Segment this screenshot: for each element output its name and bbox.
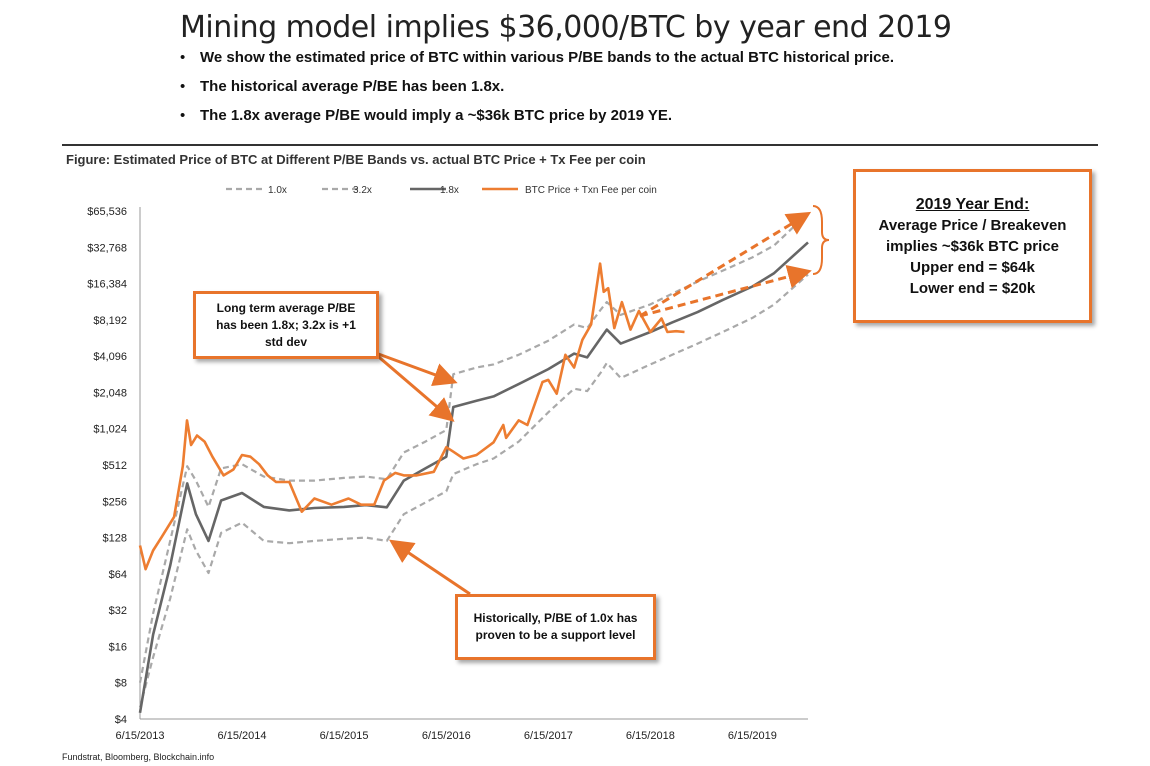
callout-year-end: 2019 Year End: Average Price / Breakeven… — [853, 169, 1092, 323]
callout-support-level: Historically, P/BE of 1.0x has proven to… — [455, 594, 656, 660]
series-line-1-0x — [138, 273, 809, 708]
x-tick-label: 6/15/2014 — [218, 730, 267, 742]
arrow-lower-end — [639, 265, 812, 318]
x-tick-label: 6/15/2018 — [626, 730, 675, 742]
chart-axes: $4 $8 $16 $32 $64 $128 $256 $512 $1,024 $2,048 $4,… — [87, 206, 808, 742]
arrow-to-upper-band — [372, 350, 458, 387]
y-tick-label: $65,536 — [87, 206, 127, 218]
bullet-item: The 1.8x average P/BE would imply a ~$36… — [180, 106, 894, 135]
y-tick-label: $4 — [115, 714, 127, 726]
legend-label: 1.0x — [268, 185, 287, 196]
arrow-upper-end — [639, 211, 812, 318]
y-tick-label: $16 — [109, 641, 127, 653]
y-tick-label: $256 — [103, 496, 127, 508]
range-brace — [812, 205, 830, 275]
series-line-3-2x — [138, 212, 809, 683]
x-tick-label: 6/15/2019 — [728, 730, 777, 742]
x-tick-label: 6/15/2017 — [524, 730, 573, 742]
y-tick-label: $32 — [109, 605, 127, 617]
arrow-to-average-band — [372, 350, 455, 422]
legend-label: 1.8x — [440, 185, 459, 196]
legend-label: 3.2x — [353, 185, 372, 196]
callout-line: Long term average P/BE — [216, 300, 356, 315]
y-tick-label: $4,096 — [93, 351, 127, 363]
y-tick-label: $8 — [115, 678, 127, 690]
divider — [62, 144, 1098, 146]
legend-label: BTC Price + Txn Fee per coin — [525, 185, 657, 196]
chart-legend: 1.0x 3.2x 1.8x BTC Price + Txn Fee per coin — [226, 185, 657, 196]
callout-average-pbe: Long term average P/BE has been 1.8x; 3.… — [193, 291, 379, 359]
figure-caption: Figure: Estimated Price of BTC at Differ… — [66, 152, 646, 167]
page-title: Mining model implies $36,000/BTC by year… — [180, 10, 952, 45]
bullet-item: We show the estimated price of BTC withi… — [180, 48, 894, 77]
x-tick-label: 6/15/2015 — [320, 730, 369, 742]
arrow-to-support-band — [389, 539, 471, 596]
x-tick-label: 6/15/2016 — [422, 730, 471, 742]
series-line-btc-price-txn-fee-per-coin — [138, 262, 685, 571]
y-tick-label: $16,384 — [87, 279, 127, 291]
series-line-1-8x — [138, 241, 809, 714]
callout-line: has been 1.8x; 3.2x is +1 — [216, 317, 356, 332]
annotation-arrows — [372, 205, 830, 596]
bullet-list: We show the estimated price of BTC withi… — [180, 48, 894, 135]
callout-line: Lower end = $20k — [909, 279, 1036, 297]
y-tick-label: $32,768 — [87, 242, 127, 254]
y-tick-label: $1,024 — [93, 424, 127, 436]
callout-heading: 2019 Year End: — [915, 195, 1030, 213]
y-tick-label: $8,192 — [93, 315, 127, 327]
callout-line: Upper end = $64k — [910, 258, 1035, 276]
chart-series — [138, 212, 809, 714]
callout-line: implies ~$36k BTC price — [886, 237, 1059, 255]
y-tick-label: $2,048 — [93, 387, 127, 399]
x-tick-label: 6/15/2013 — [116, 730, 165, 742]
source-note: Fundstrat, Bloomberg, Blockchain.info — [62, 752, 215, 762]
callout-line: proven to be a support level — [475, 628, 636, 642]
callout-line: std dev — [264, 334, 307, 349]
callout-line: Historically, P/BE of 1.0x has — [473, 611, 638, 625]
y-tick-label: $128 — [103, 533, 127, 545]
y-tick-label: $512 — [103, 460, 127, 472]
callout-line: Average Price / Breakeven — [878, 216, 1067, 234]
bullet-item: The historical average P/BE has been 1.8… — [180, 77, 894, 106]
y-tick-label: $64 — [109, 569, 127, 581]
